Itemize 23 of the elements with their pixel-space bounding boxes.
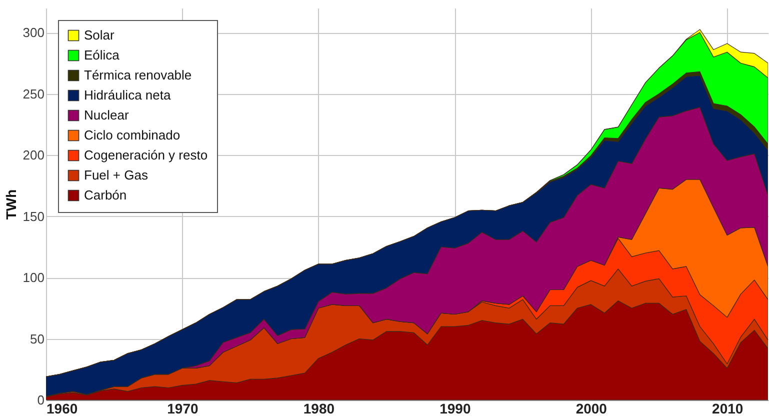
legend-label: Carbón [84, 188, 127, 202]
x-tick-label: 2000 [576, 400, 608, 416]
legend-label: Fuel + Gas [84, 168, 148, 182]
x-tick-label: 1990 [440, 400, 471, 416]
x-tick-label: 1960 [46, 400, 78, 416]
x-tick-label: 1970 [167, 400, 199, 416]
legend-label: Térmica renovable [84, 68, 192, 82]
y-axis-title: TWh [2, 189, 19, 220]
legend-label: Cogeneración y resto [84, 148, 208, 162]
x-tick-label: 1980 [303, 400, 335, 416]
y-tick-label: 200 [22, 148, 44, 162]
y-tick-label: 100 [22, 270, 44, 285]
legend-label: Ciclo combinado [84, 128, 180, 142]
y-tick-label: 0 [37, 392, 44, 408]
y-tick-label: 250 [22, 86, 44, 102]
y-tick-label: 150 [22, 208, 44, 224]
y-tick-label: 50 [30, 331, 44, 346]
x-tick-label: 2010 [712, 400, 744, 416]
legend-label: Eólica [84, 48, 120, 62]
legend-label: Hidráulica neta [84, 88, 172, 102]
legend-label: Nuclear [84, 108, 130, 122]
legend-label: Solar [84, 28, 116, 42]
y-tick-label: 300 [22, 25, 44, 40]
